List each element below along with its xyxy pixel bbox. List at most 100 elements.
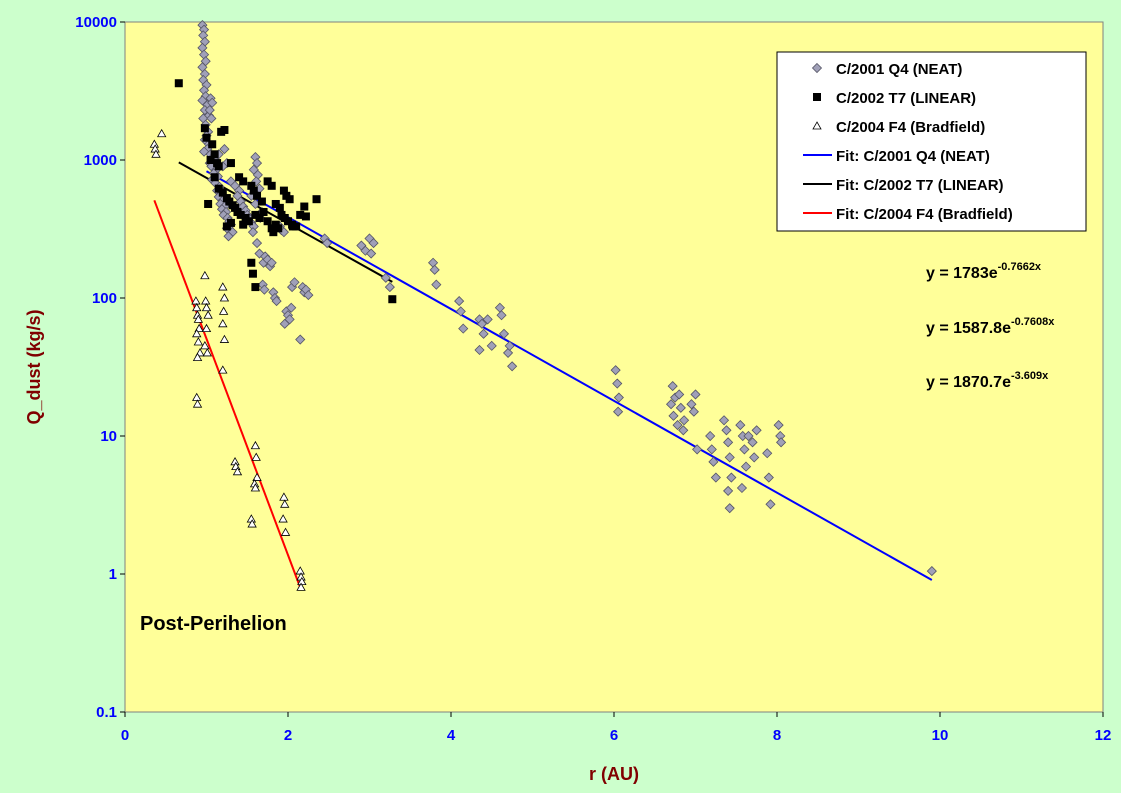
x-axis-ticks: 0 2 4 6 8 10 12: [121, 712, 1112, 744]
data-point: [726, 472, 737, 483]
data-point: [218, 365, 228, 374]
data-point: [266, 257, 277, 268]
x-tick-label: 2: [284, 727, 292, 744]
data-point: [218, 319, 228, 328]
legend-label: Fit: C/2001 Q4 (NEAT): [836, 148, 990, 165]
data-point: [674, 389, 685, 400]
data-point: [613, 406, 624, 417]
data-point: [667, 381, 678, 392]
data-point: [200, 296, 211, 305]
data-point: [267, 181, 276, 190]
data-point: [507, 361, 518, 372]
data-point: [247, 227, 259, 238]
x-tick-label: 6: [610, 727, 618, 744]
y-tick-label: 1000: [84, 152, 117, 169]
data-point: [672, 420, 683, 431]
data-point: [724, 503, 735, 514]
data-point: [751, 425, 762, 436]
data-point: [431, 279, 442, 290]
data-point: [219, 144, 230, 155]
data-point: [740, 461, 752, 472]
data-point: [193, 337, 204, 346]
x-tick-label: 12: [1095, 727, 1112, 744]
data-point: [239, 220, 248, 229]
data-point: [613, 392, 624, 403]
data-point: [254, 248, 265, 259]
data-point: [301, 212, 310, 221]
data-point: [747, 437, 758, 448]
legend-marker: [813, 93, 821, 101]
legend-label: C/2001 Q4 (NEAT): [836, 61, 962, 78]
data-point: [366, 248, 377, 259]
data-point: [250, 440, 261, 450]
data-point: [705, 430, 716, 442]
y-axis-ticks: 0.1 1 10 100 1000 10000: [75, 14, 125, 721]
data-point: [247, 519, 257, 528]
data-point: [708, 456, 719, 467]
data-point: [251, 283, 260, 292]
data-point: [773, 420, 784, 431]
data-point: [280, 499, 290, 508]
fit-equation: y = 1587.8e-0.7608x: [926, 316, 1055, 337]
data-point: [476, 318, 488, 329]
data-point: [251, 238, 263, 249]
data-point: [202, 348, 213, 357]
data-point: [735, 420, 746, 431]
data-point: [429, 264, 440, 275]
series-2: [149, 128, 307, 591]
data-point: [202, 133, 211, 142]
data-point: [610, 365, 621, 376]
fit-equations: y = 1783e-0.7662x y = 1587.8e-0.7608x y = …: [926, 261, 1055, 391]
data-point: [220, 125, 229, 134]
data-point: [724, 452, 735, 463]
data-point: [286, 302, 297, 313]
data-point: [208, 140, 217, 149]
x-axis-title: r (AU): [589, 764, 639, 784]
data-point: [502, 347, 514, 358]
x-tick-label: 4: [447, 727, 456, 744]
data-point: [206, 156, 215, 164]
data-point: [690, 389, 701, 400]
post-perihelion-annotation: Post-Perihelion: [140, 613, 287, 635]
data-point: [263, 177, 272, 186]
data-point: [226, 159, 235, 168]
data-point: [279, 492, 289, 501]
data-point: [288, 222, 297, 231]
data-point: [207, 97, 218, 108]
data-point: [765, 499, 776, 510]
data-point: [504, 340, 515, 351]
data-point: [200, 270, 210, 280]
data-point: [200, 341, 210, 350]
data-point: [388, 295, 397, 304]
data-point: [192, 352, 203, 361]
data-point: [201, 323, 212, 333]
legend-label: C/2004 F4 (Bradfield): [836, 119, 985, 136]
legend-marker: [811, 62, 823, 74]
data-point: [679, 415, 690, 426]
data-point: [257, 197, 266, 206]
data-point: [285, 195, 294, 204]
legend-box: [776, 51, 1087, 232]
data-point: [454, 296, 465, 307]
y-axis-title: Q_dust (kg/s): [24, 309, 44, 424]
data-point: [289, 277, 300, 288]
data-point: [203, 310, 213, 319]
data-point: [721, 425, 732, 436]
data-point: [204, 105, 215, 116]
data-point: [174, 79, 183, 88]
data-point: [235, 173, 244, 182]
data-point: [718, 415, 730, 426]
data-points: [149, 20, 937, 591]
data-point: [762, 448, 773, 459]
data-point: [271, 296, 282, 307]
data-point: [255, 213, 264, 222]
data-point: [248, 269, 257, 278]
data-point: [736, 482, 748, 494]
data-point: [193, 314, 204, 323]
fit-line-2: [153, 199, 302, 588]
data-point: [263, 217, 272, 226]
data-point: [278, 514, 288, 523]
data-point: [253, 191, 262, 200]
data-point: [191, 296, 201, 305]
